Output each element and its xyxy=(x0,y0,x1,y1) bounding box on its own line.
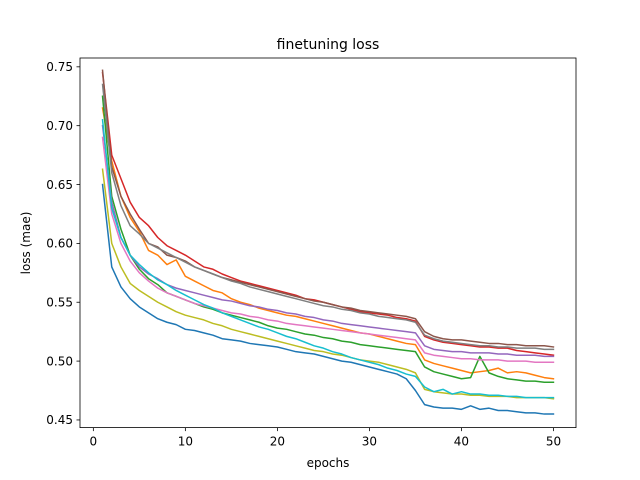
x-tick-label-1: 10 xyxy=(178,435,193,449)
series-line-2 xyxy=(101,107,555,380)
y-tick-label-3: 0.60 xyxy=(46,237,73,251)
series-line-10 xyxy=(101,118,555,399)
ticks-layer: 0 10 20 30 40 50 0.45 0.50 0.55 0.60 0.65 0.70 0.75 xyxy=(46,60,561,448)
y-tick-label-5: 0.70 xyxy=(46,119,73,133)
chart-title: finetuning loss xyxy=(277,37,380,53)
series-line-5 xyxy=(101,124,555,358)
x-tick-label-3: 30 xyxy=(362,435,377,449)
y-tick-label-1: 0.50 xyxy=(46,354,73,368)
x-tick-label-4: 40 xyxy=(454,435,469,449)
y-tick-label-0: 0.45 xyxy=(46,413,73,427)
plot-frame xyxy=(79,57,577,429)
y-tick-label-4: 0.65 xyxy=(46,178,73,192)
series-line-7 xyxy=(101,136,555,364)
x-tick-label-0: 0 xyxy=(90,435,98,449)
x-axis-label: epochs xyxy=(307,456,350,470)
x-tick-label-5: 50 xyxy=(546,435,561,449)
series-line-9 xyxy=(101,168,555,400)
series-layer xyxy=(101,69,555,415)
series-line-8 xyxy=(101,83,555,351)
y-axis-label: loss (mae) xyxy=(19,212,33,275)
x-tick-label-2: 20 xyxy=(270,435,285,449)
series-line-1 xyxy=(101,183,555,415)
y-tick-label-6: 0.75 xyxy=(46,60,73,74)
y-tick-label-2: 0.55 xyxy=(46,296,73,310)
